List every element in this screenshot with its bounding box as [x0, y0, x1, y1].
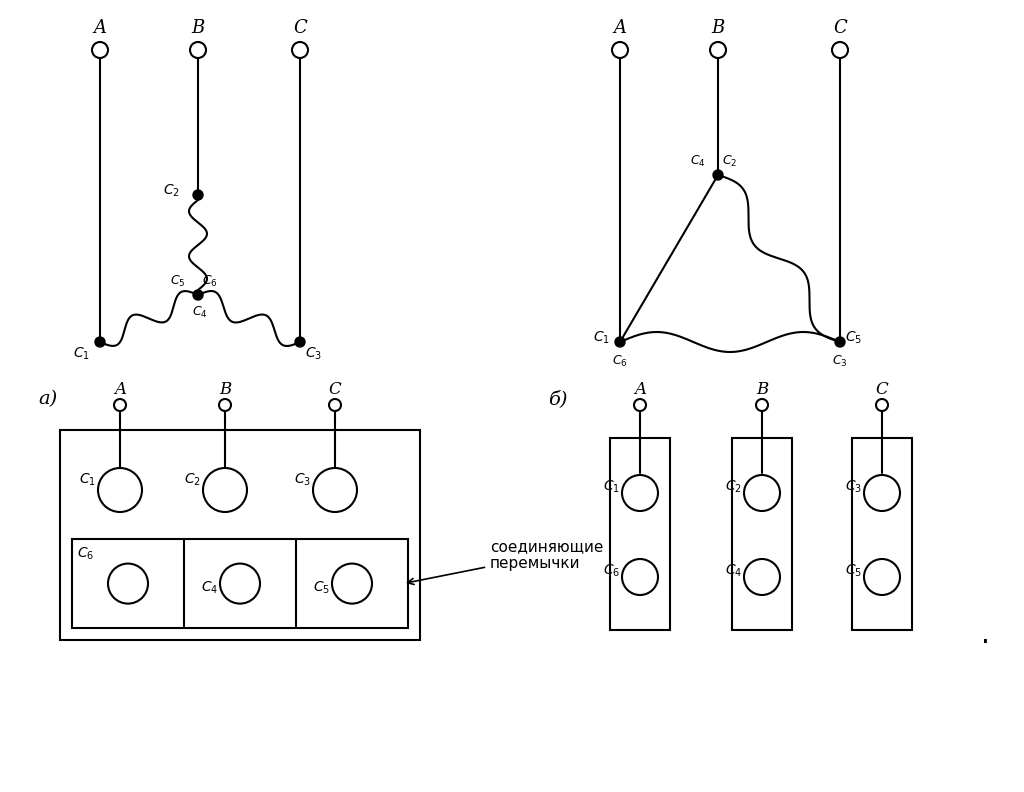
Circle shape	[219, 399, 231, 411]
Text: $C_4$: $C_4$	[201, 580, 218, 596]
Text: A: A	[634, 380, 646, 398]
Text: $C_2$: $C_2$	[725, 479, 742, 496]
Text: $C_4$: $C_4$	[193, 305, 208, 320]
Text: $C_6$: $C_6$	[77, 545, 94, 562]
Circle shape	[615, 337, 625, 347]
Text: B: B	[191, 19, 205, 37]
Circle shape	[190, 42, 206, 58]
Bar	[610, 438, 670, 630]
Text: C: C	[876, 380, 889, 398]
Text: $C_5$: $C_5$	[845, 329, 862, 346]
Circle shape	[114, 399, 126, 411]
Text: A: A	[93, 19, 106, 37]
Text: б): б)	[548, 390, 567, 408]
Circle shape	[864, 475, 900, 511]
Text: B: B	[712, 19, 725, 37]
Circle shape	[98, 468, 142, 512]
Text: A: A	[114, 380, 126, 398]
Text: $C_5$: $C_5$	[313, 580, 330, 596]
Circle shape	[756, 399, 768, 411]
Bar	[72, 539, 408, 628]
Circle shape	[295, 337, 305, 347]
Circle shape	[622, 559, 658, 595]
Circle shape	[95, 337, 105, 347]
Text: $C_3$: $C_3$	[833, 354, 848, 369]
Text: C: C	[834, 19, 847, 37]
Text: .: .	[981, 621, 989, 649]
Text: B: B	[219, 380, 231, 398]
Circle shape	[710, 42, 726, 58]
Text: $C_6$: $C_6$	[612, 354, 628, 369]
Circle shape	[713, 170, 723, 180]
Circle shape	[193, 290, 203, 300]
Text: $C_6$: $C_6$	[603, 563, 620, 580]
Circle shape	[744, 559, 780, 595]
Text: $C_2$: $C_2$	[184, 472, 201, 489]
Circle shape	[292, 42, 308, 58]
Circle shape	[332, 564, 372, 604]
Text: A: A	[613, 19, 627, 37]
Circle shape	[220, 564, 260, 604]
Circle shape	[203, 468, 247, 512]
Text: $C_2$: $C_2$	[722, 154, 737, 169]
Circle shape	[744, 475, 780, 511]
Bar	[852, 438, 912, 630]
Text: $C_5$: $C_5$	[845, 563, 862, 580]
Bar	[732, 438, 792, 630]
Circle shape	[108, 564, 148, 604]
Circle shape	[329, 399, 341, 411]
Text: $C_1$: $C_1$	[603, 479, 620, 496]
Text: $C_1$: $C_1$	[73, 346, 90, 363]
Text: B: B	[756, 380, 768, 398]
Circle shape	[193, 190, 203, 200]
Text: а): а)	[38, 390, 57, 408]
Text: $C_6$: $C_6$	[202, 274, 218, 289]
Text: $C_4$: $C_4$	[725, 563, 742, 580]
Text: $C_5$: $C_5$	[170, 274, 186, 289]
Text: $C_1$: $C_1$	[593, 329, 610, 346]
Circle shape	[612, 42, 628, 58]
Text: $C_3$: $C_3$	[845, 479, 862, 496]
Circle shape	[313, 468, 357, 512]
Circle shape	[92, 42, 108, 58]
Text: C: C	[293, 19, 307, 37]
Circle shape	[622, 475, 658, 511]
Circle shape	[864, 559, 900, 595]
Text: $C_4$: $C_4$	[690, 154, 706, 169]
Text: $C_3$: $C_3$	[305, 346, 323, 363]
Circle shape	[831, 42, 848, 58]
Circle shape	[835, 337, 845, 347]
Text: $C_2$: $C_2$	[163, 183, 180, 200]
Text: C: C	[329, 380, 341, 398]
Bar	[60, 430, 420, 640]
Text: соединяющие
перемычки: соединяющие перемычки	[408, 539, 603, 584]
Text: $C_3$: $C_3$	[294, 472, 311, 489]
Text: $C_1$: $C_1$	[79, 472, 96, 489]
Circle shape	[634, 399, 646, 411]
Circle shape	[876, 399, 888, 411]
